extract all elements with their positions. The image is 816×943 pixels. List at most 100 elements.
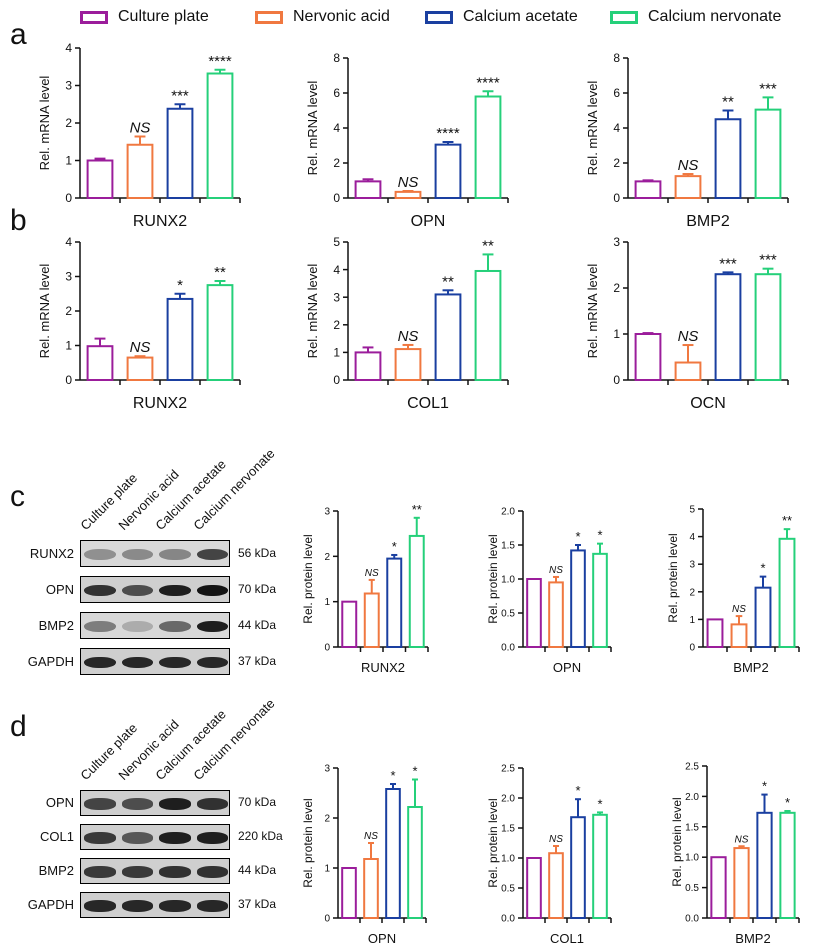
y-tick-label: 3: [324, 507, 330, 518]
y-tick-label: 0.5: [501, 609, 515, 620]
y-tick-label: 0: [333, 373, 340, 387]
y-tick-label: 0.0: [501, 914, 515, 925]
significance-label: NS: [398, 174, 419, 191]
bar: [674, 175, 702, 199]
blot-band: [84, 832, 116, 844]
y-tick-label: 1.5: [501, 824, 515, 835]
blot-band: [84, 620, 116, 633]
blot-strip: [80, 576, 230, 603]
bar: [778, 537, 796, 648]
blot-strip: [80, 892, 230, 918]
significance-label: NS: [732, 604, 746, 615]
y-tick-label: 1.0: [501, 854, 515, 865]
bar: [733, 847, 750, 919]
significance-label: **: [482, 237, 494, 254]
blot-band: [121, 548, 153, 561]
y-tick-label: 0.0: [685, 914, 699, 925]
y-tick-label: 0.5: [685, 883, 699, 894]
blot-band: [159, 548, 191, 561]
blot-band: [159, 866, 191, 878]
blot-band: [159, 900, 191, 912]
y-tick-label: 2.5: [685, 762, 699, 773]
y-tick-label: 4: [65, 235, 72, 249]
y-tick-label: 4: [333, 121, 340, 135]
y-tick-label: 2: [65, 304, 72, 318]
blot-band: [196, 548, 228, 561]
blot-protein-label: RUNX2: [29, 545, 74, 561]
bar: [570, 549, 586, 648]
significance-label: NS: [364, 831, 378, 842]
y-tick-label: 2: [333, 318, 340, 332]
bar: [730, 623, 748, 648]
bar: [592, 552, 608, 649]
bar: [592, 813, 608, 919]
y-tick-label: 4: [333, 263, 340, 277]
y-tick-label: 2: [333, 156, 340, 170]
bar: [341, 867, 357, 919]
blot-band: [84, 548, 116, 561]
y-tick-label: 4: [613, 121, 620, 135]
significance-label: ****: [476, 74, 500, 91]
y-tick-label: 8: [613, 51, 620, 65]
y-tick-label: 0: [613, 373, 620, 387]
x-axis-label: OPN: [411, 213, 446, 230]
legend-item-calcium-acetate: Calcium acetate: [425, 8, 578, 26]
y-axis-label: Rel. mRNA level: [585, 264, 600, 359]
y-tick-label: 6: [333, 86, 340, 100]
blot-band: [121, 620, 153, 633]
blot-strip: [80, 648, 230, 675]
significance-label: **: [722, 94, 734, 111]
bar: [634, 180, 662, 199]
blot-kda-label: 56 kDa: [238, 545, 277, 560]
x-axis-label: OCN: [690, 395, 726, 412]
y-tick-label: 0: [65, 191, 72, 205]
blot-band: [84, 900, 116, 912]
y-axis-label: Rel. protein level: [301, 534, 315, 623]
blot-band: [196, 656, 228, 669]
y-tick-label: 0: [689, 643, 695, 654]
bar: [474, 269, 502, 381]
x-axis-label: OPN: [368, 931, 396, 943]
bar: [386, 557, 403, 648]
significance-label: ***: [171, 87, 189, 104]
y-tick-label: 2: [689, 587, 695, 598]
blot-protein-label: GAPDH: [27, 897, 74, 912]
blot-band: [84, 866, 116, 878]
y-tick-label: 3: [65, 270, 72, 284]
legend-swatch-nervonic-acid: [255, 10, 283, 24]
bar: [407, 806, 423, 919]
blot-kda-label: 37 kDa: [238, 653, 277, 668]
y-tick-label: 5: [333, 235, 340, 249]
blot-strip: [80, 858, 230, 884]
y-tick-label: 0.5: [501, 884, 515, 895]
significance-label: NS: [549, 565, 563, 576]
bar: [779, 811, 796, 919]
blot-band: [121, 866, 153, 878]
y-axis-label: Rel. protein level: [486, 798, 500, 887]
panel-letter-a: a: [10, 18, 27, 51]
significance-label: ***: [719, 255, 737, 272]
y-axis-label: Rel. protein level: [670, 797, 684, 886]
bar: [570, 816, 586, 920]
y-tick-label: 8: [333, 51, 340, 65]
legend-item-culture-plate: Culture plate: [80, 8, 209, 26]
y-tick-label: 1: [324, 597, 330, 608]
blot-strip: [80, 540, 230, 567]
y-tick-label: 2.0: [501, 507, 515, 518]
blot-kda-label: 220 kDa: [238, 829, 283, 843]
significance-label: NS: [130, 120, 151, 137]
legend-label: Calcium acetate: [463, 8, 578, 25]
significance-label: *: [760, 561, 765, 576]
bar: [526, 857, 542, 919]
y-tick-label: 2.0: [501, 794, 515, 805]
bar: [166, 107, 194, 199]
y-tick-label: 1: [324, 864, 330, 875]
bar: [363, 592, 380, 648]
y-tick-label: 2.5: [501, 764, 515, 775]
blot-strip: [80, 824, 230, 850]
legend-label: Calcium nervonate: [648, 8, 782, 25]
blot-strip: [80, 612, 230, 639]
y-axis-label: Rel. mRNA level: [305, 264, 320, 359]
significance-label: ***: [759, 80, 777, 97]
